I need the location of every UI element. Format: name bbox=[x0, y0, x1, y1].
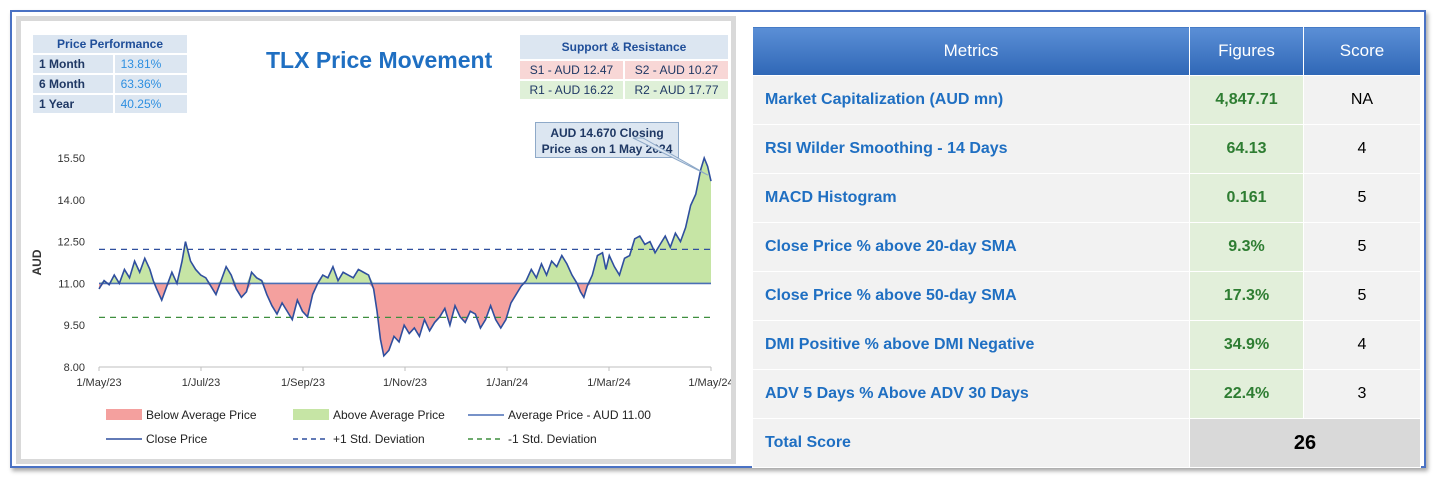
metric-score: 5 bbox=[1303, 173, 1421, 223]
y-axis-label: AUD bbox=[30, 249, 44, 275]
price-performance-header: Price Performance bbox=[33, 35, 187, 53]
metric-name: Market Capitalization (AUD mn) bbox=[752, 75, 1190, 125]
metric-name: ADV 5 Days % Above ADV 30 Days bbox=[752, 369, 1190, 419]
y-tick-label: 14.00 bbox=[57, 195, 85, 207]
total-score-value: 26 bbox=[1189, 418, 1421, 468]
x-tick-label: 1/Jan/24 bbox=[486, 377, 528, 389]
price-chart: 8.00 9.50 11.00 12.50 14.00 15.50 AUD 1/May/23 1… bbox=[30, 137, 731, 446]
table-row: DMI Positive % above DMI Negative 34.9% … bbox=[752, 320, 1421, 370]
x-tick-label: 1/May/23 bbox=[76, 377, 121, 389]
metrics-header-row: Metrics Figures Score bbox=[752, 26, 1421, 76]
table-row: Market Capitalization (AUD mn) 4,847.71 … bbox=[752, 75, 1421, 125]
metric-score: 3 bbox=[1303, 369, 1421, 419]
table-row: MACD Histogram 0.161 5 bbox=[752, 173, 1421, 223]
total-score-row: Total Score 26 bbox=[752, 418, 1421, 468]
table-row: RSI Wilder Smoothing - 14 Days 64.13 4 bbox=[752, 124, 1421, 174]
metric-name: DMI Positive % above DMI Negative bbox=[752, 320, 1190, 370]
perf-value: 63.36% bbox=[114, 75, 187, 93]
table-row: R1 - AUD 16.22 R2 - AUD 17.77 bbox=[520, 81, 728, 99]
legend-label: Below Average Price bbox=[146, 408, 257, 422]
perf-value: 40.25% bbox=[114, 95, 187, 113]
callout-pointer bbox=[632, 137, 709, 176]
metric-figure: 9.3% bbox=[1189, 222, 1304, 272]
callout-line-2: Price as on 1 May 2024 bbox=[541, 142, 673, 156]
perf-label: 6 Month bbox=[33, 75, 113, 93]
table-row: 1 Month 13.81% bbox=[33, 55, 187, 73]
y-tick-label: 11.00 bbox=[58, 278, 85, 290]
metric-figure: 64.13 bbox=[1189, 124, 1304, 174]
metric-name: Close Price % above 50-day SMA bbox=[752, 271, 1190, 321]
y-tick-label: 9.50 bbox=[64, 320, 85, 332]
metric-score: 4 bbox=[1303, 320, 1421, 370]
metric-score: 5 bbox=[1303, 271, 1421, 321]
legend-label: Average Price - AUD 11.00 bbox=[508, 408, 651, 422]
table-row: Close Price % above 20-day SMA 9.3% 5 bbox=[752, 222, 1421, 272]
chart-panel: Price Performance 1 Month 13.81% 6 Month… bbox=[16, 16, 736, 464]
above-average-area bbox=[99, 158, 711, 284]
perf-label: 1 Year bbox=[33, 95, 113, 113]
legend-swatch bbox=[293, 409, 329, 420]
price-performance-table: Price Performance 1 Month 13.81% 6 Month… bbox=[31, 33, 189, 115]
close-price-line bbox=[98, 155, 712, 358]
y-tick-label: 8.00 bbox=[64, 362, 85, 374]
resistance-2: R2 - AUD 17.77 bbox=[625, 81, 728, 99]
resistance-1: R1 - AUD 16.22 bbox=[520, 81, 623, 99]
table-row: 6 Month 63.36% bbox=[33, 75, 187, 93]
legend-label: Close Price bbox=[146, 432, 208, 446]
chart-title: TLX Price Movement bbox=[266, 47, 493, 73]
metric-score: NA bbox=[1303, 75, 1421, 125]
metric-figure: 34.9% bbox=[1189, 320, 1304, 370]
x-tick-label: 1/May/24 bbox=[688, 377, 731, 389]
metric-figure: 17.3% bbox=[1189, 271, 1304, 321]
table-row: S1 - AUD 12.47 S2 - AUD 10.27 bbox=[520, 61, 728, 79]
metric-name: RSI Wilder Smoothing - 14 Days bbox=[752, 124, 1190, 174]
figures-header: Figures bbox=[1189, 26, 1304, 76]
table-row: ADV 5 Days % Above ADV 30 Days 22.4% 3 bbox=[752, 369, 1421, 419]
support-1: S1 - AUD 12.47 bbox=[520, 61, 623, 79]
metric-name: MACD Histogram bbox=[752, 173, 1190, 223]
x-tick-label: 1/Mar/24 bbox=[587, 377, 630, 389]
metric-name: Close Price % above 20-day SMA bbox=[752, 222, 1190, 272]
table-row: 1 Year 40.25% bbox=[33, 95, 187, 113]
metric-figure: 22.4% bbox=[1189, 369, 1304, 419]
metric-figure: 0.161 bbox=[1189, 173, 1304, 223]
legend-label: +1 Std. Deviation bbox=[333, 432, 425, 446]
support-2: S2 - AUD 10.27 bbox=[625, 61, 728, 79]
legend-label: -1 Std. Deviation bbox=[508, 432, 597, 446]
metrics-table: Metrics Figures Score Market Capitalizat… bbox=[752, 26, 1421, 468]
support-resistance-header: Support & Resistance bbox=[520, 35, 728, 59]
x-tick-label: 1/Nov/23 bbox=[383, 377, 427, 389]
score-header: Score bbox=[1303, 26, 1421, 76]
metric-score: 4 bbox=[1303, 124, 1421, 174]
legend-label: Above Average Price bbox=[333, 408, 445, 422]
support-resistance-table: Support & Resistance S1 - AUD 12.47 S2 -… bbox=[518, 33, 730, 101]
metric-score: 5 bbox=[1303, 222, 1421, 272]
x-tick-label: 1/Sep/23 bbox=[281, 377, 325, 389]
below-average-area bbox=[99, 283, 711, 356]
metric-figure: 4,847.71 bbox=[1189, 75, 1304, 125]
total-score-label: Total Score bbox=[752, 418, 1190, 468]
callout-line-1: AUD 14.670 Closing bbox=[550, 126, 664, 140]
x-tick-label: 1/Jul/23 bbox=[182, 377, 221, 389]
y-tick-label: 12.50 bbox=[57, 237, 85, 249]
perf-value: 13.81% bbox=[114, 55, 187, 73]
perf-label: 1 Month bbox=[33, 55, 113, 73]
legend-swatch bbox=[106, 409, 142, 420]
table-row: Close Price % above 50-day SMA 17.3% 5 bbox=[752, 271, 1421, 321]
closing-price-callout: AUD 14.670 Closing Price as on 1 May 202… bbox=[535, 122, 679, 158]
y-tick-label: 15.50 bbox=[57, 153, 85, 165]
metrics-header: Metrics bbox=[752, 26, 1190, 76]
